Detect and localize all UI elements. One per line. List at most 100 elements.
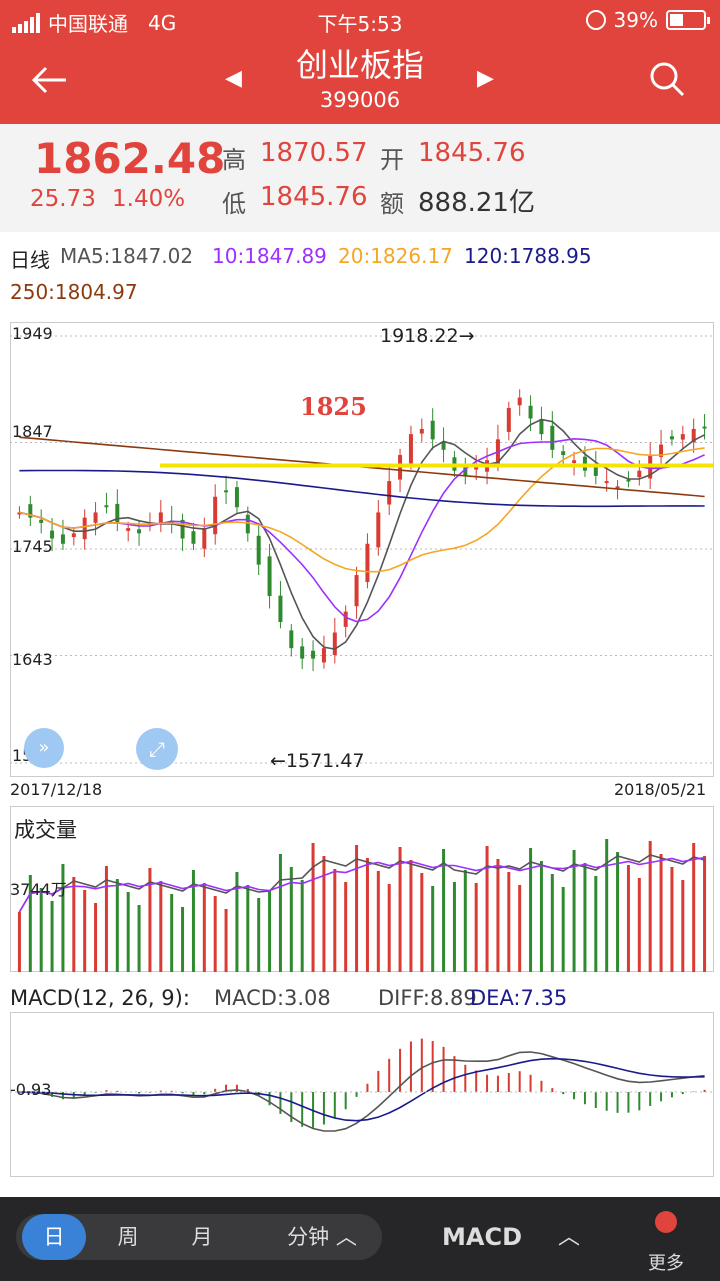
tab-minute[interactable]: 分钟 ︿ bbox=[287, 1225, 357, 1249]
candle-body bbox=[539, 419, 544, 435]
candle-body bbox=[343, 611, 348, 627]
volume-bar bbox=[181, 907, 185, 972]
volume-bar bbox=[420, 873, 424, 972]
carrier-label: 中国联通 bbox=[48, 12, 128, 36]
candle-body bbox=[60, 534, 65, 544]
expand-icon[interactable]: ⤢ bbox=[136, 728, 178, 770]
macd-bar bbox=[496, 1075, 499, 1092]
rotation-lock-icon bbox=[585, 10, 606, 30]
open-value: 1845.76 bbox=[418, 138, 526, 168]
arrow-left-icon[interactable] bbox=[28, 58, 72, 102]
candle-body bbox=[28, 504, 33, 518]
candle-body bbox=[669, 436, 674, 440]
search-icon[interactable] bbox=[648, 60, 686, 98]
volume-chart[interactable] bbox=[10, 806, 714, 972]
date-end: 2018/05/21 bbox=[614, 780, 707, 799]
macd-bar bbox=[638, 1092, 641, 1111]
volume-bar bbox=[398, 847, 402, 972]
macd-bar bbox=[540, 1080, 543, 1092]
volume-bar bbox=[561, 887, 565, 972]
volume-bar bbox=[213, 896, 217, 972]
macd-bar bbox=[301, 1092, 304, 1127]
volume-bar bbox=[115, 879, 119, 972]
ma20-line bbox=[19, 447, 705, 573]
y-tick-1745: 1745 bbox=[12, 537, 53, 556]
volume-bar bbox=[681, 880, 685, 972]
macd-bar bbox=[366, 1083, 369, 1092]
candle-body bbox=[278, 595, 283, 623]
candle-body bbox=[702, 426, 707, 429]
macd-chart-frame[interactable] bbox=[10, 1012, 714, 1177]
macd-bar bbox=[583, 1092, 586, 1105]
volume-chart-frame[interactable] bbox=[10, 806, 714, 972]
previous-index-button[interactable]: ◀ bbox=[225, 66, 242, 91]
macd-bar bbox=[51, 1092, 54, 1097]
volume-ma5-line bbox=[18, 854, 705, 913]
kline-chart-frame[interactable] bbox=[10, 322, 714, 777]
ma120-line bbox=[19, 469, 705, 508]
volume-bar bbox=[355, 845, 359, 972]
macd-bar bbox=[246, 1088, 249, 1092]
quote-panel: 1862.48 25.73 1.40% 高 1870.57 开 1845.76 … bbox=[0, 124, 720, 232]
tab-day[interactable]: 日 bbox=[22, 1214, 86, 1260]
volume-bar bbox=[409, 860, 413, 972]
macd-value: MACD:3.08 bbox=[214, 986, 331, 1010]
candle-body bbox=[234, 487, 239, 508]
macd-bar bbox=[507, 1072, 510, 1092]
candle-body bbox=[376, 512, 381, 548]
volume-bar bbox=[659, 854, 663, 972]
candle-body bbox=[604, 481, 609, 484]
ma5-line bbox=[19, 418, 705, 651]
candle-body bbox=[365, 543, 370, 583]
macd-bar bbox=[235, 1084, 238, 1092]
more-button[interactable]: 更多 bbox=[644, 1207, 688, 1277]
volume-bar bbox=[431, 886, 435, 972]
macd-bar bbox=[268, 1092, 271, 1106]
macd-chart[interactable] bbox=[10, 1012, 714, 1177]
chevron-up-icon[interactable]: ︿ bbox=[558, 1225, 581, 1250]
candle-body bbox=[180, 519, 185, 539]
amount-label: 额 bbox=[380, 190, 404, 218]
volume-bar bbox=[50, 901, 54, 972]
collapse-icon[interactable]: » bbox=[24, 728, 64, 768]
candle-body bbox=[71, 533, 76, 538]
macd-bar bbox=[453, 1056, 456, 1092]
volume-bar bbox=[594, 876, 598, 972]
macd-bar bbox=[431, 1041, 434, 1092]
battery-icon bbox=[666, 10, 710, 30]
candle-body bbox=[332, 632, 337, 656]
macd-bar bbox=[660, 1092, 663, 1102]
macd-bar bbox=[616, 1092, 619, 1113]
volume-bar bbox=[148, 868, 152, 972]
macd-bar bbox=[225, 1084, 228, 1092]
macd-bar bbox=[181, 1092, 184, 1094]
volume-bar bbox=[246, 885, 250, 972]
volume-bar bbox=[616, 852, 620, 972]
ma10-line bbox=[19, 437, 705, 623]
more-label: 更多 bbox=[648, 1253, 684, 1274]
candle-body bbox=[104, 505, 109, 508]
macd-bar bbox=[409, 1041, 412, 1092]
open-label: 开 bbox=[380, 146, 404, 174]
status-bar: 中国联通 4G 下午5:53 39% bbox=[0, 0, 720, 40]
next-index-button[interactable]: ▶ bbox=[477, 66, 494, 91]
kline-chart[interactable] bbox=[10, 322, 714, 777]
low-value: 1845.76 bbox=[260, 182, 368, 212]
volume-bar bbox=[202, 883, 206, 972]
macd-bar bbox=[290, 1092, 293, 1122]
macd-bar bbox=[116, 1090, 119, 1092]
candle-body bbox=[311, 650, 316, 659]
indicator-select[interactable]: MACD bbox=[442, 1223, 522, 1251]
tab-week[interactable]: 周 bbox=[117, 1225, 139, 1249]
ma10-legend: 10:1847.89 bbox=[212, 244, 327, 268]
macd-bar bbox=[670, 1092, 673, 1098]
candle-body bbox=[82, 517, 87, 540]
y-tick-1949: 1949 bbox=[12, 324, 53, 343]
volume-bar bbox=[452, 882, 456, 972]
candle-body bbox=[561, 451, 566, 456]
volume-bar bbox=[104, 866, 108, 972]
candle-body bbox=[126, 528, 131, 531]
volume-bar bbox=[485, 846, 489, 972]
tab-month[interactable]: 月 bbox=[191, 1225, 213, 1249]
volume-bar bbox=[344, 882, 348, 972]
